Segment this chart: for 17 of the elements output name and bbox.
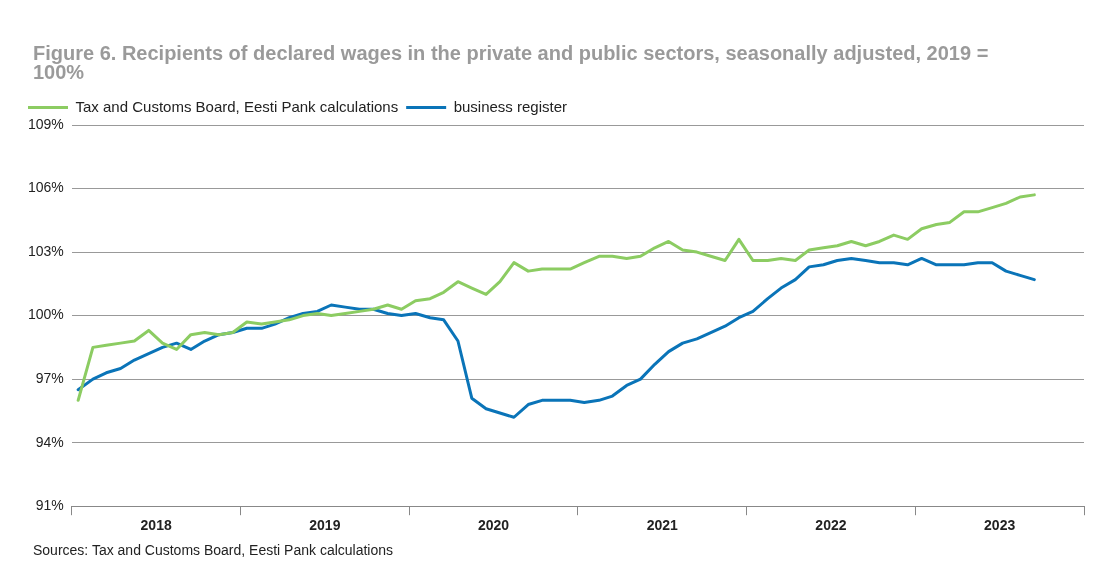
- chart-title: Figure 6. Recipients of declared wages in the private and public sectors, seasonally adjusted, 2019 = 100%: [33, 42, 990, 83]
- y-tick-label: 91%: [35, 497, 64, 514]
- y-tick-label: 106%: [27, 179, 64, 196]
- legend-label: Tax and Customs Board, Eesti Pank calculations: [75, 97, 399, 115]
- y-tick-label: 100%: [27, 306, 64, 323]
- source-note: Sources: Tax and Customs Board, Eesti Pank calculations: [33, 542, 394, 558]
- x-tick-label: 2023: [984, 517, 1016, 534]
- x-tick-label: 2020: [477, 517, 510, 534]
- y-tick-label: 103%: [27, 242, 64, 259]
- x-tick-label: 2021: [646, 517, 679, 534]
- x-tick-label: 2022: [815, 517, 847, 534]
- y-tick-label: 97%: [35, 369, 64, 386]
- x-tick-label: 2019: [309, 517, 341, 534]
- legend-label: business register: [453, 97, 568, 115]
- y-tick-label: 109%: [27, 115, 64, 132]
- y-tick-label: 94%: [35, 433, 64, 450]
- x-tick-label: 2018: [140, 517, 172, 534]
